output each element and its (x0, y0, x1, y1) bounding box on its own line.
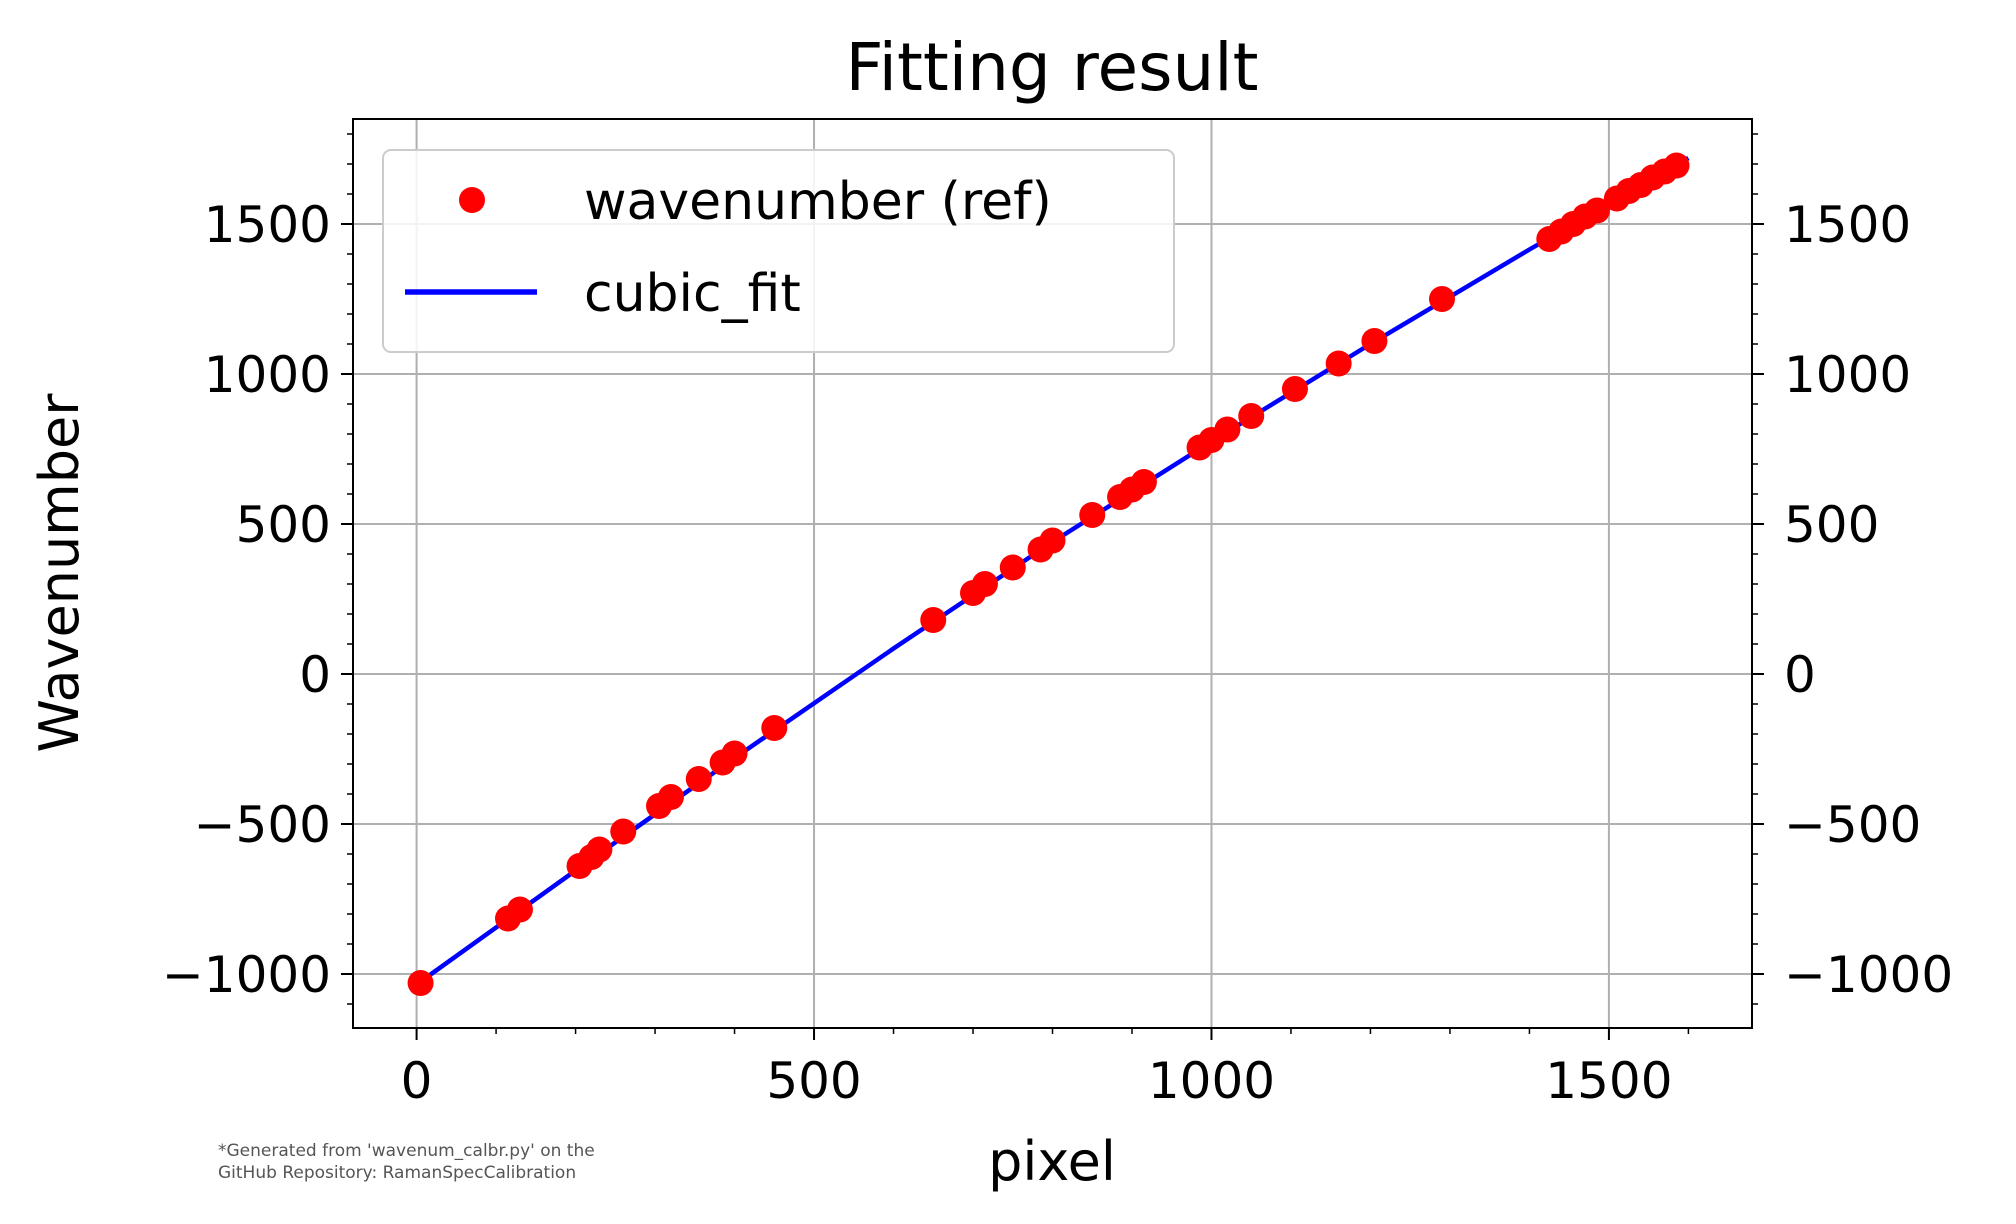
data-point (1079, 502, 1106, 528)
footnote-line-1: *Generated from 'wavenum_calbr.py' on th… (218, 1141, 595, 1161)
footnote: *Generated from 'wavenum_calbr.py' on th… (218, 1140, 595, 1184)
data-point (999, 554, 1026, 581)
data-point (657, 784, 684, 810)
x-axis-label: pixel (988, 1130, 1116, 1193)
y-tick-label-right: 500 (1784, 496, 1879, 554)
data-point (1130, 469, 1157, 495)
data-point (1214, 416, 1241, 443)
y-tick-label-left: 0 (299, 646, 331, 704)
data-point (971, 571, 998, 597)
axis-ticks (341, 133, 1764, 1040)
y-tick-label-left: 1500 (204, 196, 331, 254)
data-point (1663, 152, 1690, 179)
x-tick-label: 1000 (1148, 1052, 1275, 1110)
chart-title: Fitting result (845, 29, 1258, 106)
y-tick-label-right: −500 (1784, 796, 1921, 854)
data-point (1281, 376, 1308, 402)
data-point (1238, 403, 1265, 429)
data-point (506, 896, 533, 923)
y-tick-label-right: 1000 (1784, 346, 1911, 404)
x-tick-label: 1500 (1545, 1052, 1672, 1110)
data-point (761, 715, 788, 741)
footnote-line-2: GitHub Repository: RamanSpecCalibration (218, 1163, 577, 1183)
y-tick-label-right: 0 (1784, 646, 1816, 704)
data-point (685, 766, 712, 792)
y-tick-label-right: −1000 (1784, 946, 1953, 1004)
data-point (407, 970, 434, 996)
y-tick-label-right: 1500 (1784, 196, 1911, 254)
legend-box (382, 149, 1175, 353)
y-tick-label-left: −500 (194, 796, 331, 854)
y-axis-label: Wavenumber (28, 393, 91, 753)
legend: wavenumber (ref) cubic_fit (382, 149, 1175, 353)
data-point (1361, 328, 1388, 354)
y-tick-label-left: 500 (236, 496, 331, 554)
legend-label-ref: wavenumber (ref) (584, 172, 1052, 232)
y-tick-label-left: −1000 (162, 946, 331, 1004)
tick-labels: 0 500 1000 1500 −1000 −1000 −500 −500 0 0 500 500 10… (162, 196, 1953, 1110)
data-point (1583, 197, 1610, 224)
data-point (610, 818, 637, 845)
y-tick-label-left: 1000 (204, 346, 331, 404)
data-point (920, 607, 947, 633)
scatter-points (407, 152, 1690, 996)
x-tick-label: 0 (401, 1052, 433, 1110)
data-point (1428, 286, 1455, 312)
data-point (1039, 527, 1066, 554)
data-point (1325, 350, 1352, 377)
legend-label-fit: cubic_fit (584, 264, 801, 324)
data-point (721, 740, 748, 767)
legend-marker-ref (459, 187, 485, 213)
x-tick-label: 500 (766, 1052, 861, 1110)
data-point (586, 836, 613, 863)
